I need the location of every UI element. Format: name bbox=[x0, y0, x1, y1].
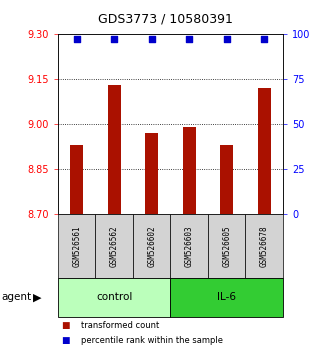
Bar bbox=[58, 214, 95, 278]
Bar bbox=[258, 88, 271, 214]
Bar bbox=[183, 127, 196, 214]
Text: GDS3773 / 10580391: GDS3773 / 10580391 bbox=[98, 12, 233, 25]
Bar bbox=[133, 214, 170, 278]
Bar bbox=[208, 214, 246, 278]
Text: percentile rank within the sample: percentile rank within the sample bbox=[81, 336, 223, 345]
Bar bbox=[95, 214, 133, 278]
Text: GSM526561: GSM526561 bbox=[72, 225, 81, 267]
Text: control: control bbox=[96, 292, 132, 302]
Bar bbox=[145, 133, 158, 214]
Bar bbox=[170, 278, 283, 317]
Point bbox=[112, 36, 117, 42]
Text: IL-6: IL-6 bbox=[217, 292, 236, 302]
Text: transformed count: transformed count bbox=[81, 321, 159, 330]
Bar bbox=[246, 214, 283, 278]
Point bbox=[224, 36, 229, 42]
Point bbox=[261, 36, 267, 42]
Text: GSM526678: GSM526678 bbox=[260, 225, 269, 267]
Bar bbox=[58, 278, 170, 317]
Bar bbox=[108, 85, 121, 214]
Text: ■: ■ bbox=[61, 336, 70, 345]
Bar bbox=[220, 145, 233, 214]
Text: GSM526562: GSM526562 bbox=[110, 225, 119, 267]
Point bbox=[149, 36, 154, 42]
Bar bbox=[170, 214, 208, 278]
Point bbox=[187, 36, 192, 42]
Text: agent: agent bbox=[2, 292, 32, 302]
Bar bbox=[70, 145, 83, 214]
Text: ■: ■ bbox=[61, 321, 70, 330]
Text: GSM526605: GSM526605 bbox=[222, 225, 231, 267]
Point bbox=[74, 36, 79, 42]
Text: GSM526603: GSM526603 bbox=[185, 225, 194, 267]
Text: GSM526602: GSM526602 bbox=[147, 225, 156, 267]
Text: ▶: ▶ bbox=[33, 292, 42, 302]
